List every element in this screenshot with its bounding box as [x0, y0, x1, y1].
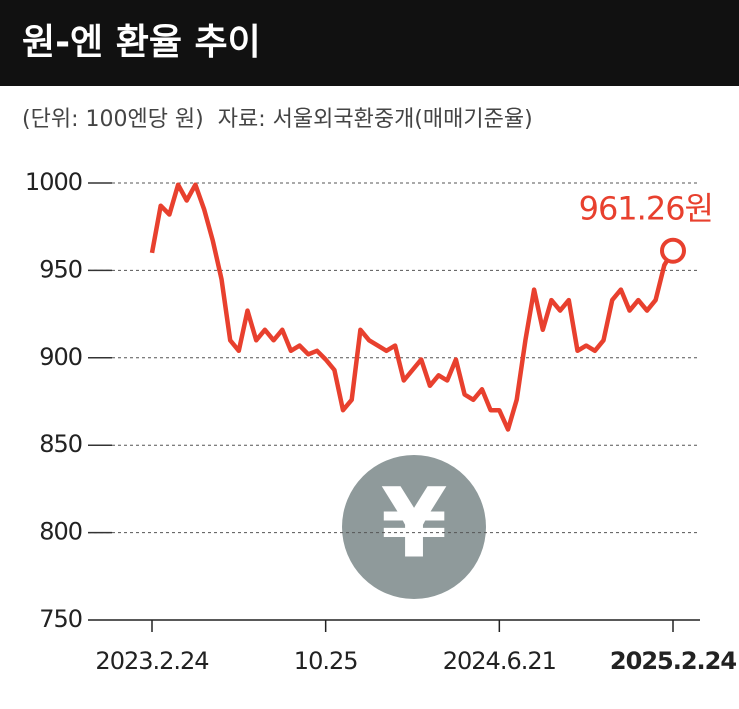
- y-tick-label: 1000: [25, 168, 82, 196]
- end-marker: [660, 237, 686, 264]
- value-label: 961.26원: [579, 190, 713, 228]
- y-tick-label: 750: [39, 605, 82, 633]
- series-line: [149, 182, 675, 432]
- x-tick-label: 2024.6.21: [443, 647, 556, 675]
- y-tick-label: 900: [39, 343, 82, 371]
- y-tick-label: 800: [39, 518, 82, 546]
- y-tick-label: 950: [39, 255, 82, 283]
- x-tick-label: 10.25: [294, 647, 358, 675]
- x-tick-label: 2023.2.24: [95, 647, 208, 675]
- x-tick-label: 2025.2.24: [610, 647, 736, 675]
- yen-icon: [342, 455, 486, 599]
- chart-title: 원-엔 환율 추이: [22, 22, 261, 63]
- title-bar: [0, 0, 739, 86]
- y-tick-label: 850: [39, 430, 82, 458]
- yen-symbol: ¥: [381, 467, 448, 579]
- chart-subtitle: (단위: 100엔당 원) 자료: 서울외국환중개(매매기준율): [22, 107, 533, 132]
